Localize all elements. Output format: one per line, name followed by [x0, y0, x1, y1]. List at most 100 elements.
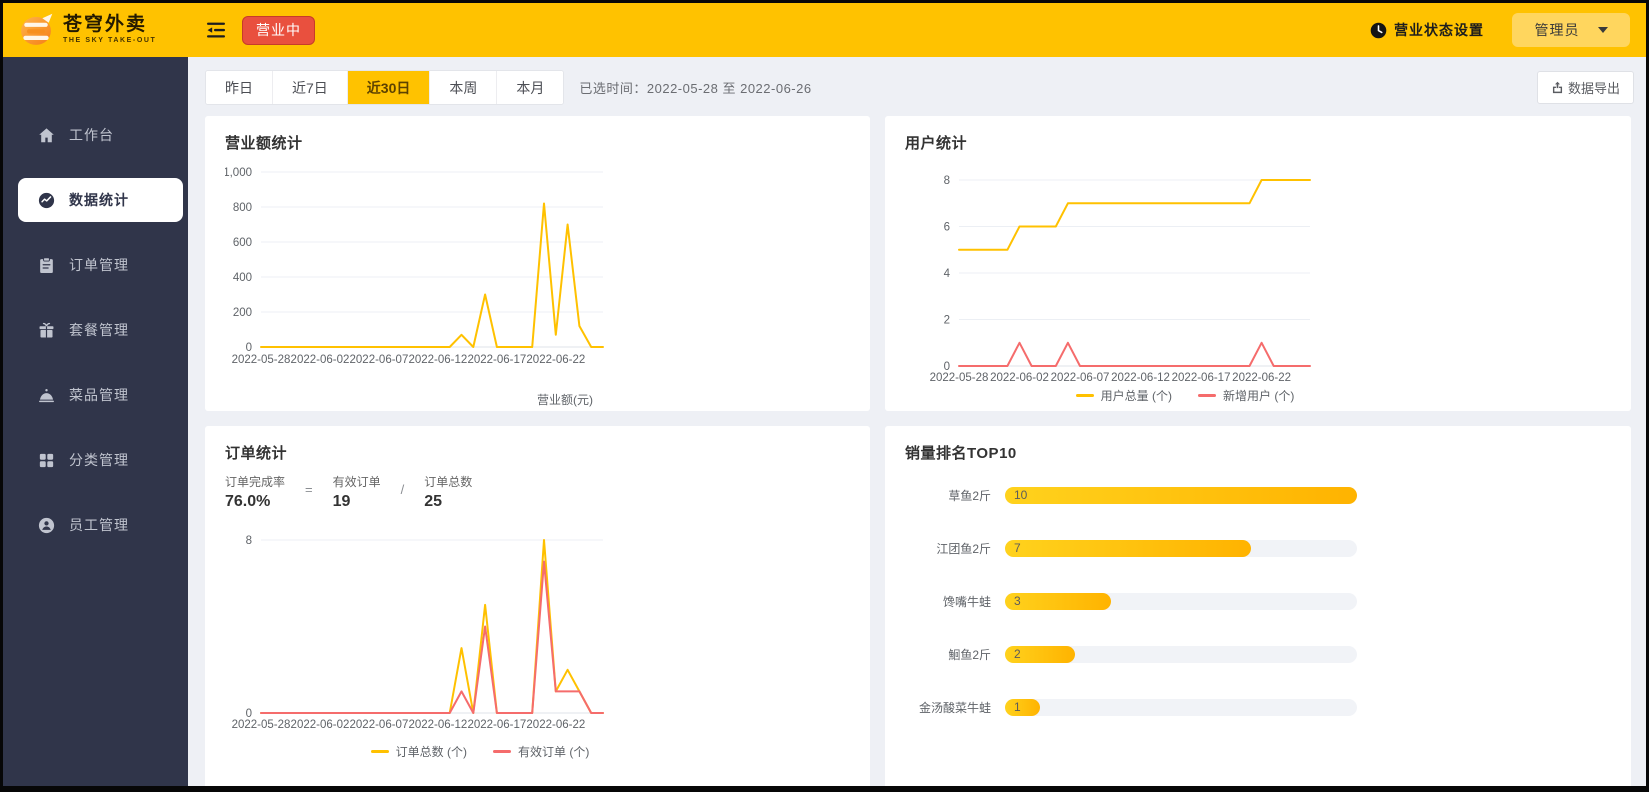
user-dropdown[interactable]: 管理员	[1512, 13, 1630, 47]
svg-text:1,000: 1,000	[225, 167, 252, 179]
svg-text:2022-06-22: 2022-06-22	[526, 354, 585, 366]
top10-panel-title: 销量排名TOP10	[905, 445, 1017, 462]
sidebar-item-label: 订单管理	[69, 257, 129, 273]
sidebar-item-statistics[interactable]: 数据统计	[18, 178, 183, 222]
slash-sign: /	[400, 482, 405, 497]
sidebar-item-orders[interactable]: 订单管理	[18, 243, 183, 287]
svg-text:2022-06-22: 2022-06-22	[526, 719, 585, 731]
svg-text:0: 0	[246, 342, 252, 354]
bar-row: 馋嘴牛蛙 3	[905, 593, 1611, 610]
setmeal-icon	[37, 321, 56, 340]
svg-text:8: 8	[944, 175, 950, 187]
bar-row: 鮰鱼2斤 2	[905, 646, 1611, 663]
sidebar-item-label: 套餐管理	[69, 322, 129, 338]
tab-this-month[interactable]: 本月	[497, 71, 564, 104]
brand-logo-icon	[16, 11, 56, 49]
bar-track: 7	[1005, 540, 1357, 557]
svg-text:2022-06-12: 2022-06-12	[408, 354, 467, 366]
svg-text:4: 4	[944, 268, 951, 280]
equals-sign: =	[305, 482, 313, 497]
legend-item[interactable]: 用户总量 (个)	[1075, 387, 1172, 404]
legend-item[interactable]: 新增用户 (个)	[1198, 387, 1294, 404]
bar-track: 1	[1005, 699, 1357, 716]
order-completion-label: 订单完成率	[225, 475, 286, 489]
main-content: 昨日 近7日 近30日 本周 本月 已选时间：2022-05-28 至 2022-06-…	[188, 57, 1646, 786]
date-filter-tabs: 昨日 近7日 近30日 本周 本月	[205, 70, 565, 105]
svg-text:0: 0	[944, 361, 950, 373]
sidebar-item-label: 员工管理	[69, 517, 129, 533]
dashboard-grid: 营业额统计 0 200 400 600 800 1,000 2022-05-28 2022-0…	[205, 116, 1634, 786]
bar-label: 鮰鱼2斤	[948, 648, 991, 662]
svg-text:2022-05-28: 2022-05-28	[232, 719, 291, 731]
svg-text:8: 8	[246, 535, 252, 547]
selected-time-label: 已选时间：2022-05-28 至 2022-06-26	[579, 81, 812, 96]
panel-users: 用户统计 0 2 4 6 8 2022-05-28 2022-06-02 2022-06-07…	[885, 116, 1631, 411]
bar-track: 2	[1005, 646, 1357, 663]
bar-value: 3	[1014, 594, 1021, 608]
legend-label: 订单总数 (个)	[395, 745, 467, 759]
bar-fill: 3	[1005, 593, 1111, 610]
top10-bars: 草鱼2斤 10 江团鱼2斤 7 馋嘴牛蛙 3 鮰鱼2斤 2 金汤酸菜牛蛙 1	[905, 487, 1611, 716]
sidebar: 工作台数据统计订单管理套餐管理菜品管理分类管理员工管理	[3, 57, 188, 786]
revenue-chart: 0 200 400 600 800 1,000 2022-05-28 2022-06-02 20…	[225, 153, 850, 409]
business-status-button[interactable]: 营业状态设置	[1370, 20, 1484, 40]
panel-revenue: 营业额统计 0 200 400 600 800 1,000 2022-05-28 2022-0…	[205, 116, 870, 411]
valid-orders-stat: 有效订单 19	[333, 473, 381, 511]
sidebar-item-label: 菜品管理	[69, 387, 129, 403]
svg-text:2022-06-07: 2022-06-07	[1051, 372, 1110, 384]
svg-text:2022-06-07: 2022-06-07	[350, 354, 409, 366]
revenue-panel-title: 营业额统计	[225, 135, 303, 152]
bar-fill: 2	[1005, 646, 1076, 663]
bar-track: 10	[1005, 487, 1357, 504]
export-label: 数据导出	[1567, 81, 1620, 96]
dish-icon	[37, 386, 56, 405]
brand-subtitle: THE SKY TAKE-OUT	[63, 37, 157, 45]
tab-yesterday[interactable]: 昨日	[206, 71, 273, 104]
svg-text:2022-06-07: 2022-06-07	[350, 719, 409, 731]
svg-text:800: 800	[233, 202, 252, 214]
order-icon	[37, 256, 56, 275]
bar-value: 7	[1014, 541, 1021, 555]
bar-fill: 1	[1005, 699, 1041, 716]
sidebar-item-workbench[interactable]: 工作台	[18, 113, 183, 157]
tab-last7days[interactable]: 近7日	[273, 71, 348, 104]
bar-label: 草鱼2斤	[948, 489, 991, 503]
bar-label: 江团鱼2斤	[936, 542, 991, 556]
orders-stats-row: 订单完成率 76.0% = 有效订单 19 / 订单总数 25	[225, 473, 850, 511]
svg-text:2022-06-02: 2022-06-02	[291, 719, 350, 731]
valid-orders-value: 19	[332, 493, 351, 510]
caret-down-icon	[1597, 27, 1608, 33]
sidebar-collapse-icon[interactable]	[206, 21, 226, 39]
total-orders-label: 订单总数	[424, 475, 473, 489]
tab-last30days[interactable]: 近30日	[347, 71, 431, 104]
legend-label: 用户总量 (个)	[1100, 389, 1172, 403]
sidebar-item-dishes[interactable]: 菜品管理	[18, 373, 183, 417]
svg-text:2022-06-17: 2022-06-17	[467, 719, 526, 731]
svg-text:2022-06-02: 2022-06-02	[291, 354, 350, 366]
total-orders-stat: 订单总数 25	[424, 473, 472, 511]
category-icon	[37, 451, 56, 470]
home-icon	[37, 126, 56, 145]
export-button[interactable]: 数据导出	[1536, 71, 1634, 104]
svg-text:2022-06-02: 2022-06-02	[990, 372, 1049, 384]
svg-text:2: 2	[944, 315, 950, 327]
sidebar-item-employees[interactable]: 员工管理	[18, 503, 183, 547]
legend-item[interactable]: 有效订单 (个)	[493, 743, 589, 760]
svg-text:2022-05-28: 2022-05-28	[930, 372, 989, 384]
sidebar-item-setmeal[interactable]: 套餐管理	[18, 308, 183, 352]
panel-orders: 订单统计 订单完成率 76.0% = 有效订单 19 / 订	[205, 426, 870, 786]
status-badge: 营业中	[242, 15, 315, 45]
header-right: 营业状态设置 管理员	[1370, 13, 1630, 47]
order-completion-value: 76.0%	[225, 493, 271, 510]
bar-fill: 10	[1005, 487, 1357, 504]
employee-icon	[37, 516, 56, 535]
svg-text:2022-06-12: 2022-06-12	[408, 719, 467, 731]
panel-top10: 销量排名TOP10 草鱼2斤 10 江团鱼2斤 7 馋嘴牛蛙 3 鮰鱼2斤 2 金汤酸菜牛蛙 1	[885, 426, 1631, 786]
users-panel-title: 用户统计	[905, 135, 968, 152]
legend-item[interactable]: 订单总数 (个)	[370, 743, 467, 760]
bar-value: 2	[1014, 647, 1021, 661]
tab-this-week[interactable]: 本周	[430, 71, 498, 104]
bar-value: 10	[1014, 488, 1028, 502]
orders-chart: 0 8 2022-05-28 2022-06-02 2022-06-07 2022-06-…	[225, 511, 850, 739]
sidebar-item-category[interactable]: 分类管理	[18, 438, 183, 482]
